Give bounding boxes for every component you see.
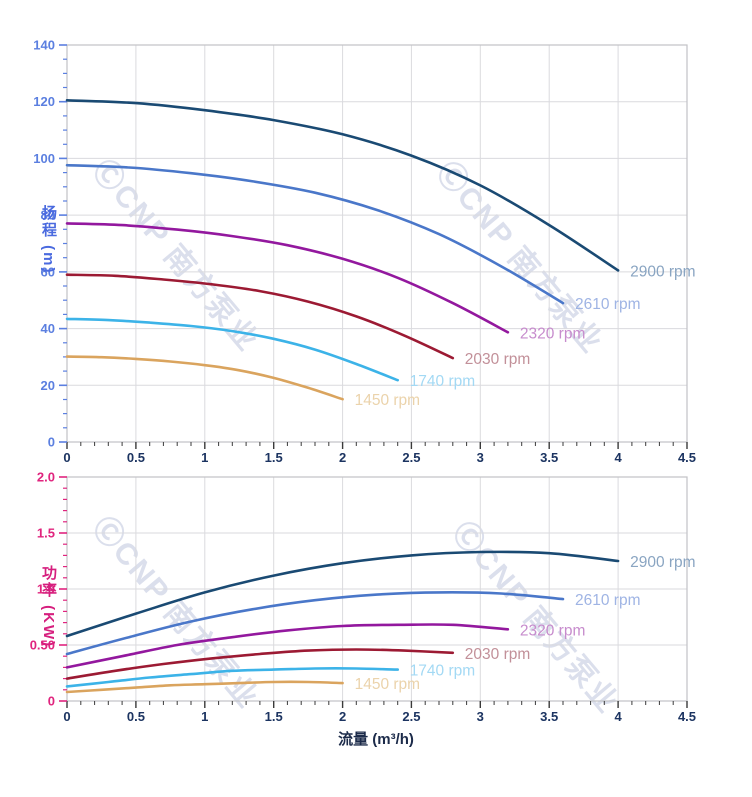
y-tick-label: 20 bbox=[41, 378, 55, 393]
x-tick-label: 2.5 bbox=[402, 709, 420, 724]
x-tick-label: 0.5 bbox=[127, 450, 145, 465]
curve-label: 1450 rpm bbox=[355, 392, 420, 409]
curve-head-curve-chart-2610rpm bbox=[65, 163, 565, 305]
y-tick-label: 60 bbox=[41, 264, 55, 279]
x-tick-label: 0 bbox=[63, 450, 70, 465]
curve-head-curve-chart-1740rpm bbox=[65, 317, 399, 382]
curve-power-curve-chart-2030rpm bbox=[65, 648, 455, 680]
curve-label: 2320 rpm bbox=[520, 325, 585, 342]
x-tick-label: 4.5 bbox=[678, 450, 696, 465]
curve-label: 1450 rpm bbox=[355, 676, 420, 693]
x-tick-label: 4 bbox=[614, 709, 622, 724]
power-axis-title: 功率 (KW) bbox=[40, 565, 57, 649]
curve-power-curve-chart-1740rpm bbox=[65, 667, 399, 688]
y-tick-label: 0 bbox=[48, 694, 55, 709]
x-tick-label: 4 bbox=[614, 450, 622, 465]
x-tick-label: 1.5 bbox=[265, 709, 283, 724]
x-tick-label: 3.5 bbox=[540, 450, 558, 465]
x-tick-label: 3 bbox=[477, 709, 484, 724]
curve-power-curve-chart-2610rpm bbox=[65, 591, 565, 656]
curve-label: 2320 rpm bbox=[520, 622, 585, 639]
y-tick-label: 120 bbox=[33, 94, 55, 109]
head-axis-title: 扬程 (m) bbox=[40, 205, 57, 275]
curve-label: 2610 rpm bbox=[575, 296, 640, 313]
curve-label: 1740 rpm bbox=[410, 663, 475, 680]
curve-label: 2030 rpm bbox=[465, 351, 530, 368]
x-tick-label: 1 bbox=[201, 709, 208, 724]
y-tick-label: 80 bbox=[41, 208, 55, 223]
curve-head-curve-chart-1450rpm bbox=[65, 355, 344, 401]
curve-power-curve-chart-1450rpm bbox=[65, 680, 344, 694]
curve-head-curve-chart-2320rpm bbox=[65, 222, 510, 334]
x-tick-label: 2 bbox=[339, 709, 346, 724]
curve-power-curve-chart-2320rpm bbox=[65, 623, 510, 669]
curve-label: 2900 rpm bbox=[630, 263, 695, 280]
x-tick-label: 2.5 bbox=[402, 450, 420, 465]
y-tick-label: 100 bbox=[33, 151, 55, 166]
x-tick-label: 0.5 bbox=[127, 709, 145, 724]
curve-label: 2030 rpm bbox=[465, 646, 530, 663]
x-tick-label: 2 bbox=[339, 450, 346, 465]
y-tick-label: 2.0 bbox=[37, 470, 55, 485]
curve-label: 2610 rpm bbox=[575, 592, 640, 609]
curve-label: 1740 rpm bbox=[410, 373, 475, 390]
y-tick-label: 40 bbox=[41, 321, 55, 336]
y-tick-label: 0 bbox=[48, 435, 55, 450]
y-tick-label: 0.50 bbox=[30, 638, 55, 653]
x-tick-label: 3.5 bbox=[540, 709, 558, 724]
x-tick-label: 1 bbox=[201, 450, 208, 465]
flow-axis-title: 流量 (m³/h) bbox=[338, 731, 414, 748]
y-tick-label: 1.5 bbox=[37, 526, 55, 541]
curve-label: 2900 rpm bbox=[630, 554, 695, 571]
x-tick-label: 4.5 bbox=[678, 709, 696, 724]
y-tick-label: 140 bbox=[33, 38, 55, 53]
x-tick-label: 0 bbox=[63, 709, 70, 724]
x-tick-label: 3 bbox=[477, 450, 484, 465]
curve-power-curve-chart-2900rpm bbox=[65, 550, 620, 638]
x-tick-label: 1.5 bbox=[265, 450, 283, 465]
curve-head-curve-chart-2900rpm bbox=[65, 99, 620, 272]
curve-head-curve-chart-2030rpm bbox=[65, 273, 455, 360]
y-tick-label: 1.0 bbox=[37, 582, 55, 597]
